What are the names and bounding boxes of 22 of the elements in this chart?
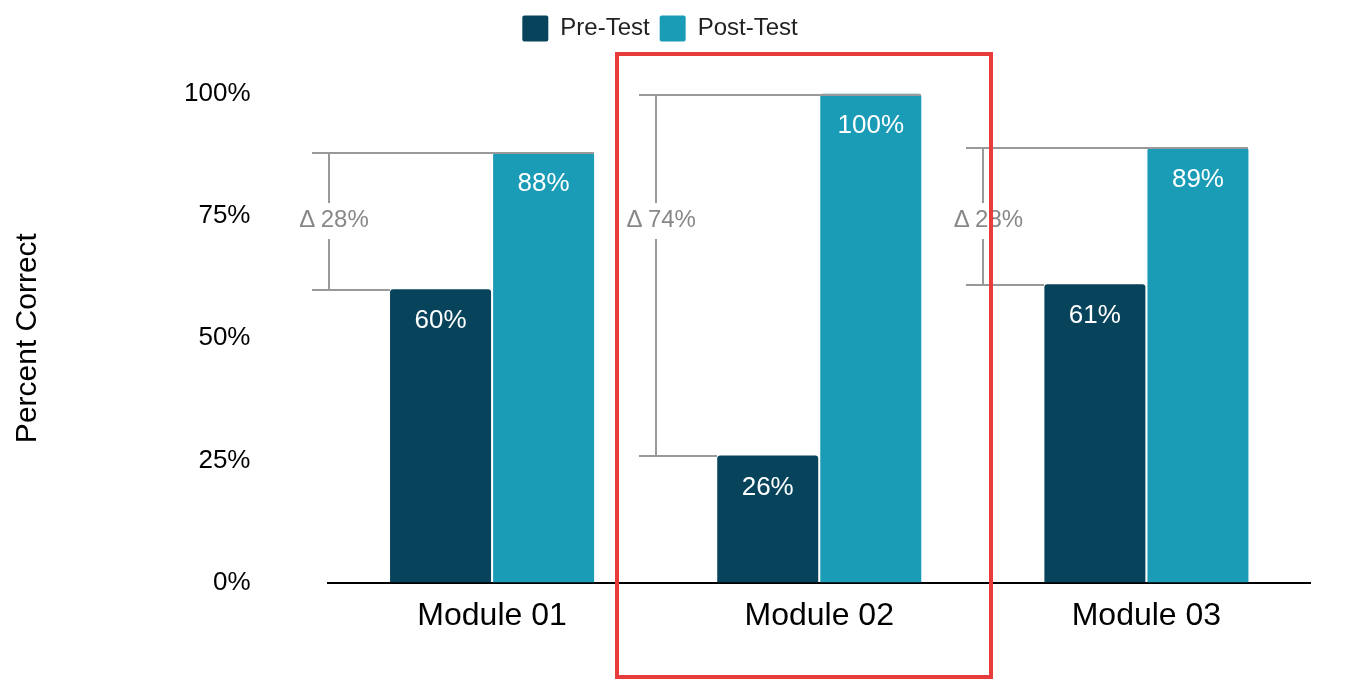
bar <box>1044 284 1146 583</box>
y-tick-label: 75% <box>198 199 251 230</box>
x-tick-label: Module 02 <box>744 595 894 632</box>
legend-label: Post-Test <box>697 13 799 41</box>
data-label: 26% <box>741 470 794 501</box>
legend-label: Pre-Test <box>560 13 650 41</box>
data-label: 88% <box>517 167 570 198</box>
data-label: 89% <box>1171 162 1224 193</box>
x-tick-label: Module 01 <box>417 595 567 632</box>
annotation: Δ 28% <box>299 205 369 233</box>
y-tick-label: 25% <box>198 443 251 474</box>
y-axis-title: Percent Correct <box>9 232 43 444</box>
y-tick-label: 50% <box>198 321 251 352</box>
bar <box>717 455 819 583</box>
data-label: 61% <box>1068 299 1121 330</box>
y-tick-label: 0% <box>212 565 251 596</box>
bar <box>390 289 492 583</box>
x-tick-label: Module 03 <box>1071 595 1222 632</box>
annotation: Δ 74% <box>626 205 696 233</box>
data-label: 100% <box>837 108 905 139</box>
y-tick-label: 100% <box>184 76 251 107</box>
data-label: 60% <box>414 304 467 335</box>
